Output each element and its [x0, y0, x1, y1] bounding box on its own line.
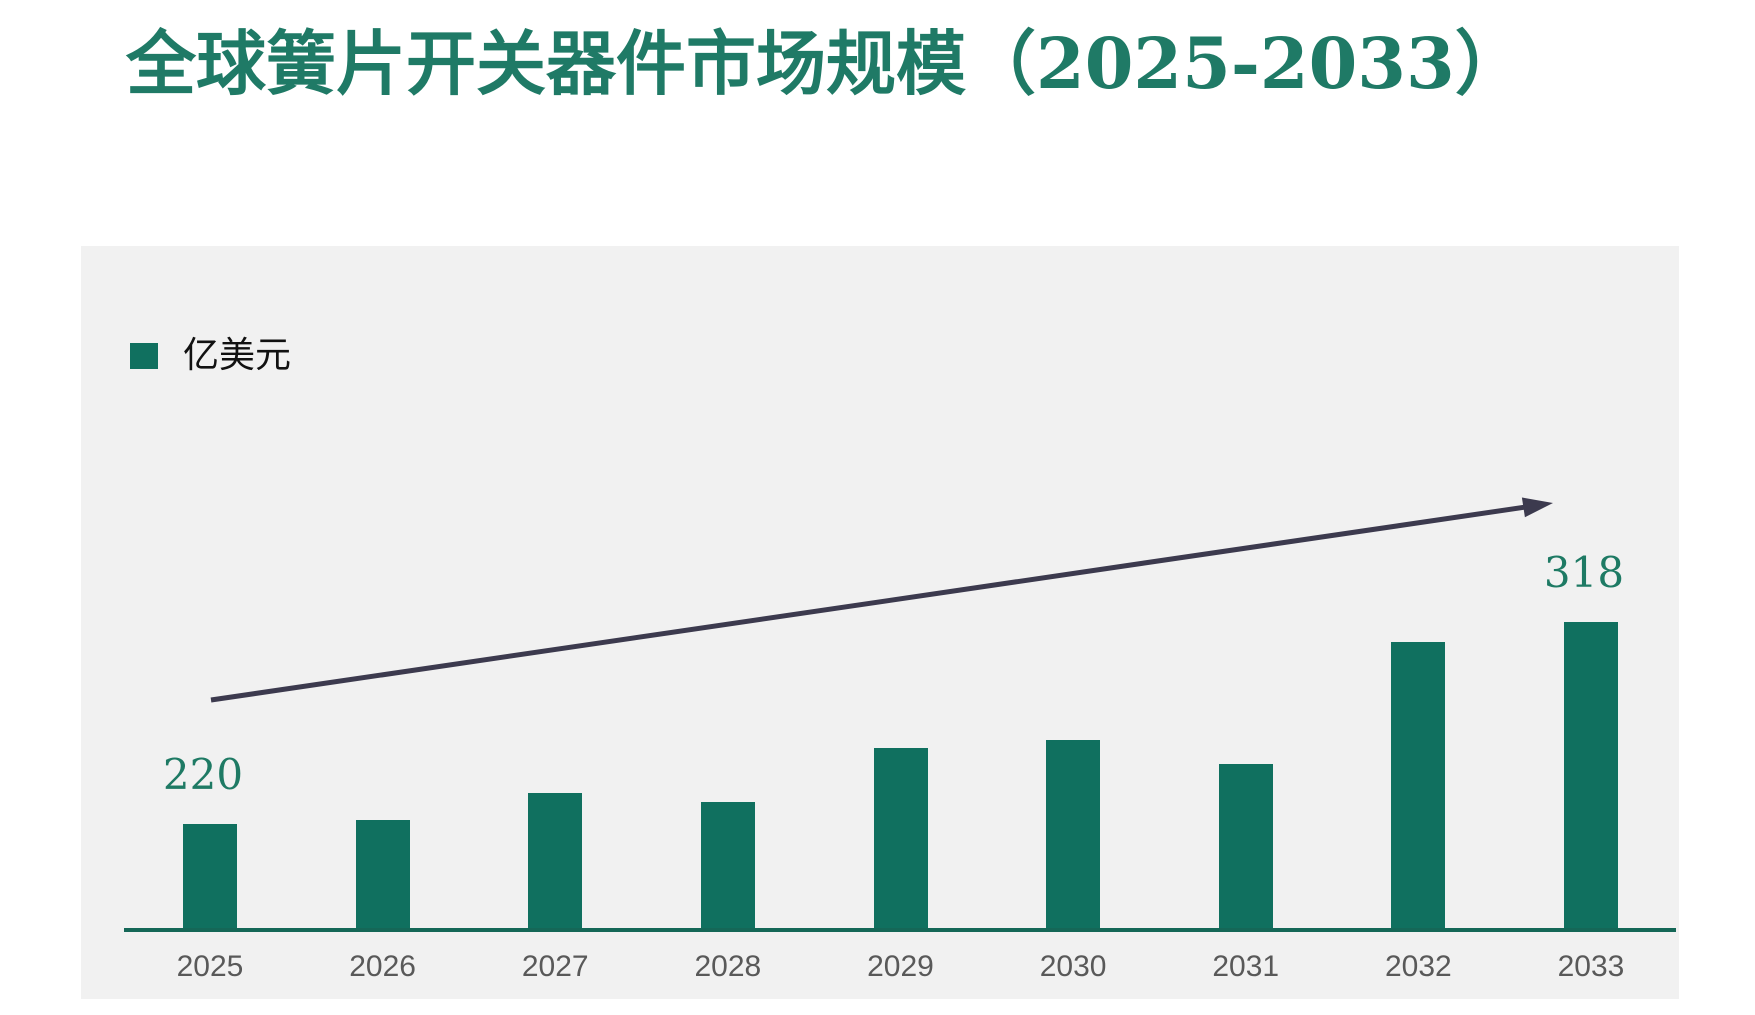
- bar-2031: [1218, 764, 1273, 930]
- x-axis-line: [124, 928, 1676, 932]
- x-tick-label-2030: 2030: [1039, 950, 1107, 983]
- bar-2029: [873, 748, 928, 930]
- bar-2033: [1564, 622, 1618, 930]
- bar-2028: [700, 802, 755, 930]
- bar-2032: [1391, 642, 1446, 930]
- x-tick-label-2033: 2033: [1557, 950, 1625, 983]
- x-tick-label-2032: 2032: [1385, 950, 1452, 983]
- bar-value-label-2025: 220: [162, 750, 244, 799]
- x-tick-label-2026: 2026: [349, 950, 416, 983]
- x-tick-label-2029: 2029: [867, 950, 934, 983]
- legend: 亿美元: [130, 326, 291, 378]
- bar-2025: [183, 824, 237, 930]
- bar-2027: [528, 793, 583, 930]
- chart-title: 全球簧片开关器件市场规模（2025-2033）: [126, 22, 1525, 105]
- x-tick-label-2028: 2028: [694, 950, 762, 983]
- legend-label: 亿美元: [183, 335, 292, 376]
- bar-value-label-2033: 318: [1543, 548, 1625, 597]
- bar-2026: [355, 820, 410, 930]
- x-tick-label-2027: 2027: [521, 950, 589, 983]
- x-tick-label-2025: 2025: [176, 950, 244, 983]
- legend-swatch-icon: [130, 342, 158, 369]
- x-tick-label-2031: 2031: [1212, 950, 1280, 983]
- bar-2030: [1046, 740, 1101, 930]
